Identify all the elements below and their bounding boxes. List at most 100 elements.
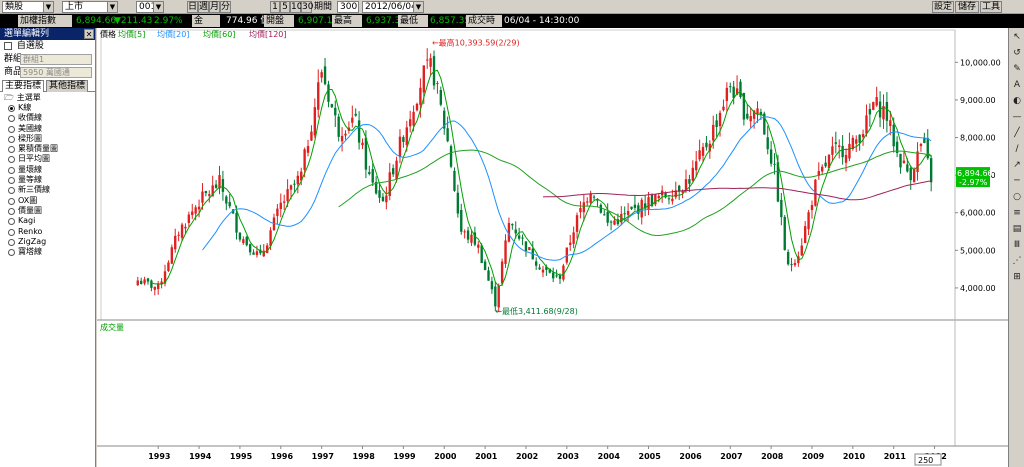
radio-icon[interactable] xyxy=(8,146,15,154)
volume-panel-label: 成交量 xyxy=(100,322,124,332)
indicator-item[interactable]: 價量圖 xyxy=(0,206,95,216)
candle-body xyxy=(473,232,477,245)
radio-icon[interactable] xyxy=(8,218,15,226)
candle-body xyxy=(909,168,912,181)
candle-body xyxy=(776,162,780,202)
color-icon[interactable]: ◐ xyxy=(1013,96,1021,106)
period-day-button[interactable]: 日 xyxy=(187,1,198,13)
market-select[interactable]: 上市 ▼ xyxy=(62,1,118,13)
indicator-item[interactable]: 收價線 xyxy=(0,113,95,123)
indicator-label: 量等線 xyxy=(18,175,42,185)
radio-icon[interactable] xyxy=(8,238,15,246)
indicator-item[interactable]: K線 xyxy=(0,103,95,113)
date-select[interactable]: 2012/06/04 ▼ xyxy=(362,1,424,13)
product-select[interactable]: 5950 萬國通 xyxy=(20,67,92,78)
radio-icon[interactable] xyxy=(8,207,15,215)
candle-body xyxy=(405,127,408,145)
radio-icon[interactable] xyxy=(8,166,15,174)
channel-icon[interactable]: ▤ xyxy=(1012,224,1022,234)
category-select[interactable]: 類股 ▼ xyxy=(2,1,54,13)
candle-body xyxy=(480,245,483,264)
edit-icon[interactable]: ✎ xyxy=(1013,64,1021,74)
candle-body xyxy=(783,216,786,250)
checkbox-icon[interactable] xyxy=(4,41,12,50)
candle-body xyxy=(582,202,586,213)
candle-body xyxy=(565,247,569,263)
trend-line-icon[interactable]: ╱ xyxy=(1014,128,1020,138)
indicator-item[interactable]: 樑形圖 xyxy=(0,134,95,144)
ma60-line xyxy=(338,149,932,237)
candle-body xyxy=(926,138,929,159)
tab-other-indicators[interactable]: 其他指標 xyxy=(46,80,89,92)
indicator-item[interactable]: 新三價線 xyxy=(0,185,95,195)
period-minute-button[interactable]: 分 xyxy=(220,1,231,13)
price-chart[interactable]: 價格 均價[5] 均價[20] 均價[60] 均價[120] 10,000.00 9,000… xyxy=(97,28,1008,467)
indicator-item[interactable]: 量等線 xyxy=(0,175,95,185)
indicator-item[interactable]: Renko xyxy=(0,227,95,237)
candle-body xyxy=(456,192,460,214)
tree-root[interactable]: 🗁 主選單 xyxy=(0,92,95,103)
line-tool-icon[interactable]: ∕ xyxy=(1015,144,1019,154)
candle-body xyxy=(786,252,790,265)
arrow-line-icon[interactable]: ↗ xyxy=(1013,160,1021,170)
indicator-item[interactable]: 日平均圖 xyxy=(0,154,95,164)
period-month-button[interactable]: 月 xyxy=(209,1,220,13)
code-select[interactable]: 001 ▼ xyxy=(136,1,164,13)
period-count-input[interactable]: 300 xyxy=(337,1,359,13)
group-select[interactable]: 群組1 xyxy=(20,54,92,65)
indicator-item[interactable]: OX圖 xyxy=(0,196,95,206)
quote-open-label: 開盤價 xyxy=(264,15,294,38)
save-button[interactable]: 儲存 xyxy=(955,1,979,13)
chart-area[interactable]: 價格 均價[5] 均價[20] 均價[60] 均價[120] 10,000.00 9,000… xyxy=(97,28,1008,467)
fibonacci-icon[interactable]: ≡ xyxy=(1013,208,1021,218)
undo-icon[interactable]: ↺ xyxy=(1013,48,1021,58)
minute-10-button[interactable]: 10 xyxy=(290,1,303,13)
indicator-item[interactable]: 美國線 xyxy=(0,124,95,134)
radio-icon[interactable] xyxy=(8,177,15,185)
radio-icon[interactable] xyxy=(8,115,15,123)
tab-main-indicators[interactable]: 主要指標 xyxy=(2,80,45,92)
candle-body xyxy=(201,191,204,203)
radio-icon[interactable] xyxy=(8,105,15,112)
settings-button[interactable]: 設定 xyxy=(932,1,954,13)
radio-icon[interactable] xyxy=(8,156,15,164)
close-icon[interactable]: ✕ xyxy=(84,29,94,39)
radio-icon[interactable] xyxy=(8,228,15,236)
vertical-lines-icon[interactable]: Ⅲ xyxy=(1013,240,1021,250)
candle-body xyxy=(385,195,388,203)
candle-body xyxy=(303,149,306,170)
candle-body xyxy=(766,137,769,150)
indicator-item[interactable]: 累積價量圖 xyxy=(0,144,95,154)
minute-1-button[interactable]: 1 xyxy=(270,1,280,13)
radio-icon[interactable] xyxy=(8,135,15,143)
indicator-item[interactable]: 寶塔線 xyxy=(0,247,95,257)
circle-icon[interactable]: ○ xyxy=(1013,192,1021,202)
candle-body xyxy=(306,145,310,153)
radio-icon[interactable] xyxy=(8,197,15,205)
radio-icon[interactable] xyxy=(8,125,15,133)
indicator-item[interactable]: Kagi xyxy=(0,216,95,226)
indicator-item[interactable]: 量壞線 xyxy=(0,165,95,175)
quote-high-label: 最高價 xyxy=(332,15,362,38)
candle-body xyxy=(276,208,279,217)
horizontal-line-icon[interactable]: — xyxy=(1012,112,1022,122)
cursor-icon[interactable]: ↖ xyxy=(1013,32,1021,42)
x-tick-label: 1998 xyxy=(353,452,376,461)
minute-30-button[interactable]: 30 xyxy=(301,1,314,13)
gann-icon[interactable]: ⊞ xyxy=(1013,272,1021,282)
radio-icon[interactable] xyxy=(8,187,15,195)
period-week-button[interactable]: 週 xyxy=(198,1,209,13)
candle-body xyxy=(824,162,827,167)
radio-icon[interactable] xyxy=(8,249,15,257)
h-line-icon[interactable]: ─ xyxy=(1014,176,1020,186)
watchlist-row[interactable]: 自選股 xyxy=(0,40,95,53)
text-tool-icon[interactable]: A xyxy=(1013,80,1021,90)
candle-body xyxy=(586,201,589,203)
candle-body xyxy=(626,210,630,215)
minute-5-button[interactable]: 5 xyxy=(280,1,290,13)
candle-body xyxy=(599,204,603,213)
tools-button[interactable]: 工具 xyxy=(980,1,1002,13)
candle-body xyxy=(562,265,565,280)
fan-icon[interactable]: ⋰ xyxy=(1012,256,1022,266)
indicator-item[interactable]: ZigZag xyxy=(0,237,95,247)
